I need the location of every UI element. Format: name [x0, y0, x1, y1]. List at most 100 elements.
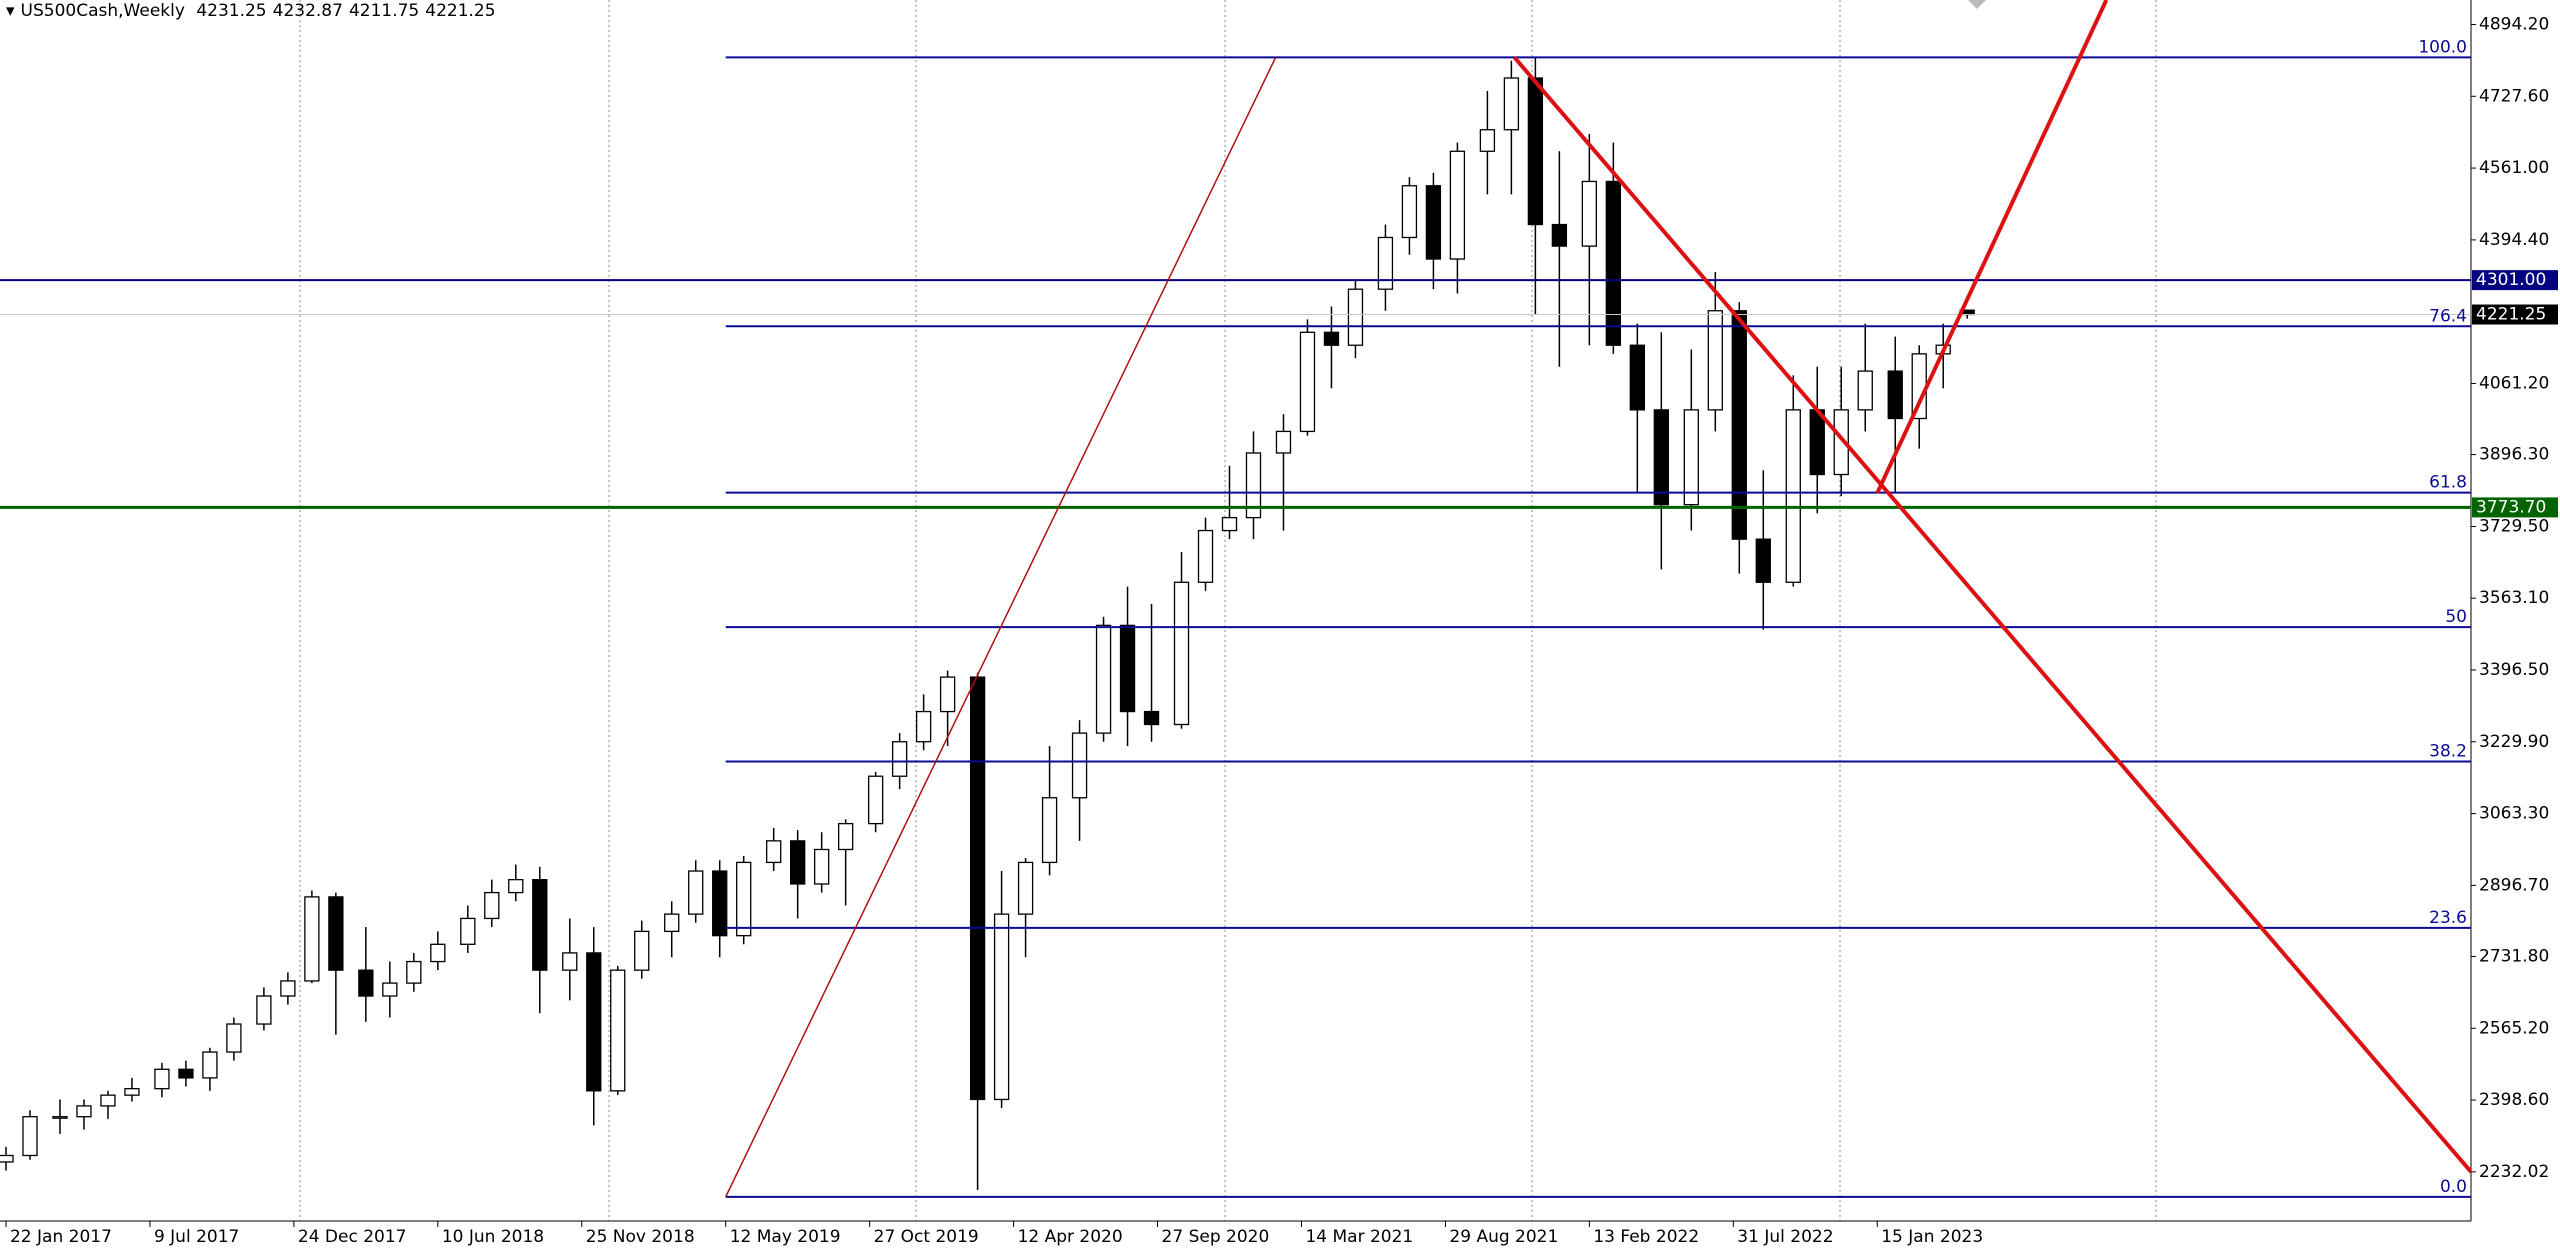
candle-body	[1425, 185, 1442, 260]
candle-body	[1275, 430, 1292, 454]
fib-label: 100.0	[2418, 37, 2467, 57]
candle-body	[1887, 370, 1903, 420]
y-tick-label: 2398.60	[2479, 1090, 2549, 1110]
candle-body	[1857, 370, 1873, 411]
candle-body	[969, 676, 986, 1101]
y-tick-label: 3229.90	[2479, 732, 2549, 752]
x-tick-label: 10 Jun 2018	[442, 1227, 544, 1247]
candle-body	[1629, 344, 1645, 411]
candle-body	[1071, 732, 1088, 799]
candle-body	[304, 896, 320, 982]
x-tick-label: 25 Nov 2018	[586, 1227, 695, 1247]
close: 4221.25	[425, 1, 496, 21]
candle-body	[1299, 331, 1316, 433]
candle-body	[178, 1068, 194, 1079]
y-tick-label: 3729.50	[2479, 516, 2549, 536]
x-tick-label: 24 Dec 2017	[298, 1227, 407, 1247]
candle-body	[382, 982, 398, 997]
candle-body	[1785, 409, 1801, 583]
plot-area	[0, 0, 2471, 1198]
candle-body	[1479, 129, 1496, 152]
candle-body	[1173, 581, 1190, 726]
candle-body	[1143, 710, 1160, 726]
open: 4231.25	[196, 1, 267, 21]
candle-body	[1833, 409, 1849, 476]
trendline	[1512, 56, 2471, 1174]
current-price-label: 4221.25	[2476, 305, 2546, 325]
symbol: US500Cash,Weekly	[20, 1, 185, 21]
y-tick-label: 4394.40	[2479, 230, 2549, 250]
candle-body	[1119, 624, 1136, 713]
candle-body	[634, 930, 650, 971]
candle-body	[664, 913, 680, 933]
candle-body	[1503, 77, 1520, 131]
trendline	[725, 56, 1277, 1198]
candle-body	[154, 1068, 170, 1090]
candle-body	[124, 1088, 140, 1096]
x-tick-label: 22 Jan 2017	[10, 1227, 112, 1247]
candle-body	[1551, 223, 1568, 247]
y-tick-label: 3896.30	[2479, 445, 2549, 465]
fib-label: 50	[2445, 607, 2467, 627]
fib-label: 0.0	[2440, 1177, 2467, 1197]
fib-label: 76.4	[2429, 306, 2467, 326]
low: 4211.75	[348, 1, 420, 21]
y-tick-label: 3063.30	[2479, 804, 2549, 824]
x-tick-label: 12 Apr 2020	[1018, 1227, 1123, 1247]
candle-body	[1221, 516, 1238, 532]
candle-body	[891, 741, 908, 777]
period-separators	[299, 0, 2157, 1221]
x-tick-label: 13 Feb 2022	[1593, 1227, 1699, 1247]
candle-body	[939, 676, 956, 713]
x-tick-label: 27 Oct 2019	[874, 1227, 979, 1247]
candle-body	[256, 995, 272, 1025]
candle-body	[508, 879, 524, 894]
candle-body	[993, 913, 1010, 1101]
y-tick-label: 2896.70	[2479, 875, 2549, 895]
candle-body	[100, 1094, 116, 1107]
price-label-box	[2472, 270, 2558, 291]
candle-body	[1653, 409, 1669, 506]
y-tick-label: 2232.02	[2479, 1162, 2549, 1182]
candle-body	[52, 1116, 68, 1119]
header: ▾ US500Cash,Weekly 4231.25 4232.87 4211.75 4…	[6, 0, 502, 22]
y-tick-label: 4061.20	[2479, 373, 2549, 393]
trendline	[1875, 0, 2109, 494]
candle-body	[837, 822, 854, 851]
marker	[1968, 0, 1986, 9]
candle-body	[406, 960, 422, 984]
candle-body	[1707, 310, 1723, 411]
candle-body	[562, 952, 578, 971]
y-tick-label: 2565.20	[2479, 1018, 2549, 1038]
candle-body	[1449, 150, 1466, 260]
x-tick-label: 29 Aug 2021	[1449, 1227, 1558, 1247]
candle-body	[1323, 331, 1340, 346]
x-tick-label: 27 Sep 2020	[1162, 1227, 1270, 1247]
candle-body	[226, 1023, 242, 1053]
candle-body	[1755, 538, 1771, 583]
candle-body	[0, 1154, 14, 1163]
candle-body	[76, 1105, 92, 1118]
candle-body	[814, 848, 830, 885]
candle-body	[586, 952, 602, 1092]
candle-body	[712, 870, 728, 937]
candle-body	[1401, 185, 1418, 239]
candle-body	[358, 969, 374, 997]
y-tick-label: 3563.10	[2479, 588, 2549, 608]
price-label-box	[2472, 497, 2558, 518]
candle-body	[328, 896, 344, 971]
candle-body	[790, 840, 806, 885]
price-label: 3773.70	[2476, 497, 2546, 517]
candle-body	[1095, 624, 1112, 734]
fib-label: 61.8	[2429, 473, 2467, 493]
y-tick-label: 3396.50	[2479, 660, 2549, 680]
fib-label: 38.2	[2429, 742, 2467, 762]
candle-body	[1581, 180, 1598, 247]
y-tick-label: 2731.80	[2479, 946, 2549, 966]
candle-body	[1809, 409, 1825, 476]
candle-body	[22, 1116, 38, 1157]
candle-body	[1605, 180, 1622, 346]
x-tick-label: 12 May 2019	[730, 1227, 841, 1247]
candle-body	[532, 879, 548, 971]
